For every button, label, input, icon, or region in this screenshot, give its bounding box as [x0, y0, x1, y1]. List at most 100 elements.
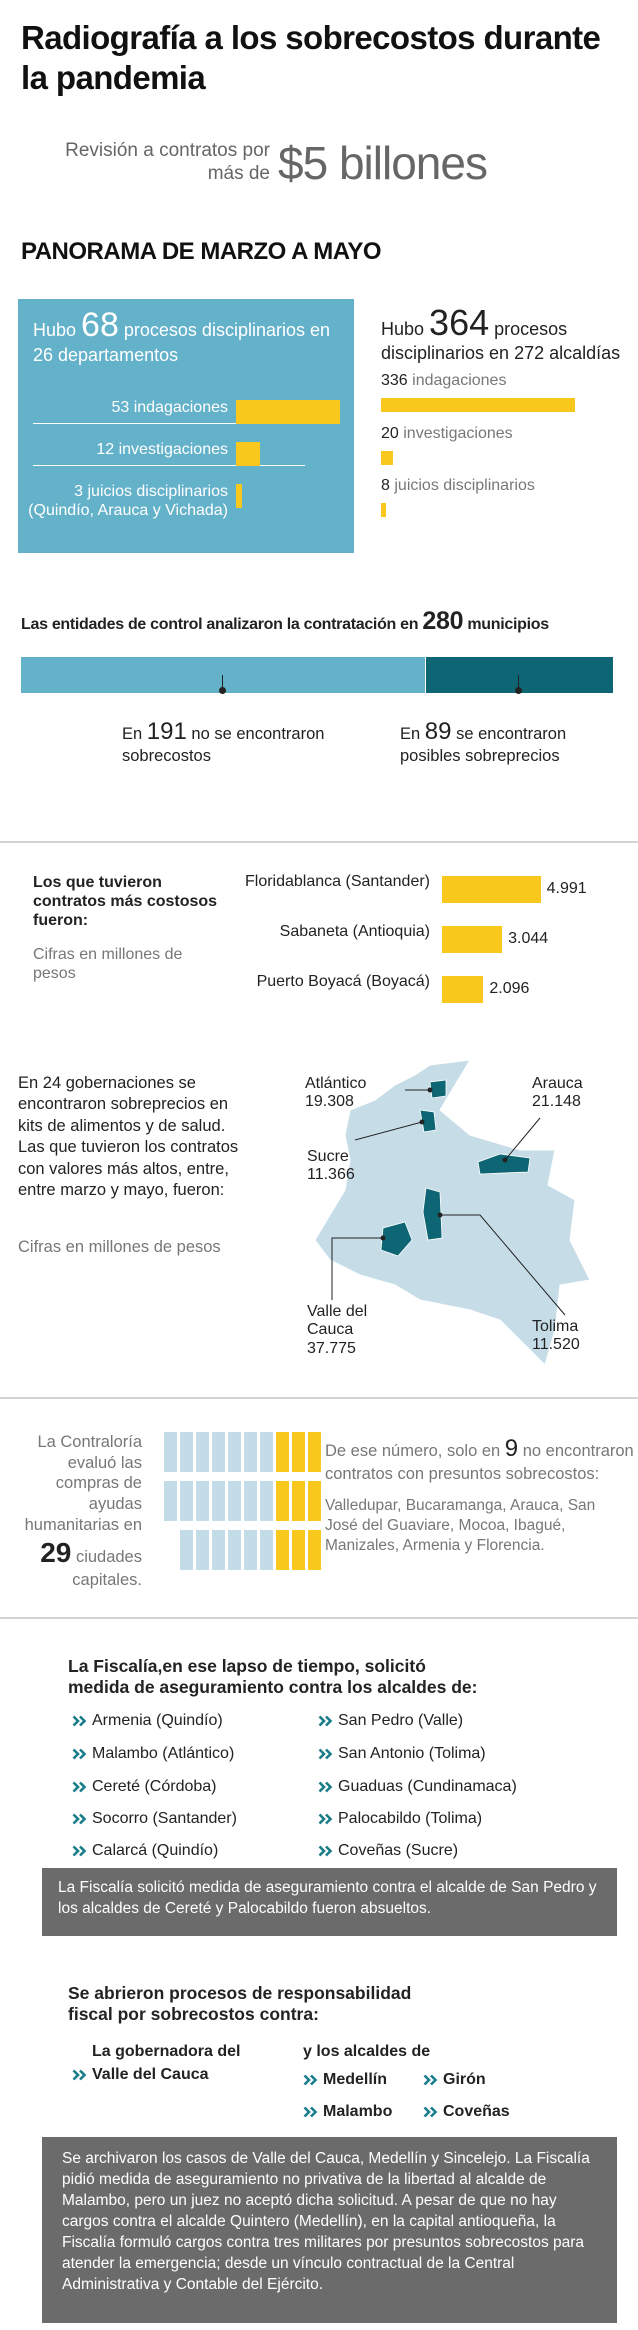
list-item: Cereté (Córdoba)	[72, 1778, 217, 1796]
chevron	[72, 1715, 87, 1727]
chevron-icon	[318, 1715, 333, 1727]
bar	[442, 926, 503, 953]
text: se encontraron posibles sobreprecios	[400, 725, 567, 765]
title: Radiografía a los sobrecostos durante la…	[21, 18, 621, 98]
costosos-title: Los que tuvieron contratos más costosos …	[33, 874, 218, 930]
chevron-icon	[72, 2069, 87, 2081]
chevron-icon	[303, 2106, 318, 2118]
region	[380, 1221, 413, 1257]
bar	[442, 976, 484, 1003]
text: Hubo	[33, 320, 77, 340]
chevron	[303, 2106, 318, 2118]
text: San Antonio (Tolima)	[338, 1745, 486, 1762]
text: Malambo	[323, 2103, 393, 2120]
chevron-icon	[318, 1813, 333, 1825]
list-item: Guaduas (Cundinamaca)	[318, 1778, 517, 1796]
chevron-icon	[318, 1781, 333, 1793]
region-value: 19.308	[305, 1093, 354, 1111]
bar	[442, 876, 541, 903]
text: En	[122, 725, 143, 743]
list-item: Socorro (Santander)	[72, 1810, 237, 1828]
number: 68	[81, 306, 119, 344]
list-item: Malambo	[303, 2103, 392, 2121]
divider	[33, 465, 305, 466]
square	[212, 1481, 225, 1521]
item-label: 3 juicios disciplinarios (Quindío, Arauc…	[20, 482, 228, 520]
text: no se encontraron sobrecostos	[122, 725, 325, 765]
square	[180, 1481, 193, 1521]
text: 336	[381, 372, 408, 389]
country-outline	[314, 1059, 591, 1366]
square	[244, 1530, 257, 1570]
region	[422, 1187, 443, 1241]
bar	[381, 451, 393, 465]
chevron	[72, 2069, 87, 2081]
item-name: Sabaneta (Antioquia)	[279, 923, 430, 940]
text: Cereté (Córdoba)	[92, 1778, 217, 1795]
chevron	[318, 1748, 333, 1760]
square	[228, 1481, 241, 1521]
departamentos-box	[18, 299, 354, 553]
municipios-header: Las entidades de control analizaron la c…	[21, 606, 631, 636]
part-label: En 191 no se encontraron sobrecostos	[122, 718, 332, 767]
region-name: Arauca	[532, 1075, 583, 1092]
bar	[381, 398, 576, 412]
square	[228, 1530, 241, 1570]
divider	[33, 423, 305, 424]
separator	[0, 1617, 638, 1619]
text: procesos disciplinarios en 26 departamen…	[33, 320, 330, 366]
square	[212, 1432, 225, 1472]
region-label: Arauca 21.148	[532, 1075, 632, 1112]
text: Valle del Cauca	[92, 2066, 209, 2083]
square	[196, 1432, 209, 1472]
text: indagaciones	[412, 372, 507, 389]
text: Socorro (Santander)	[92, 1810, 237, 1827]
region	[429, 1079, 447, 1099]
item-name: Puerto Boyacá (Boyacá)	[256, 973, 430, 990]
text: investigaciones	[118, 441, 228, 458]
chevron-icon	[72, 1781, 87, 1793]
region	[419, 1109, 437, 1133]
region-name: Atlántico	[305, 1075, 367, 1092]
chevron	[72, 1748, 87, 1760]
text: procesos disciplinarios en 272 alcaldías	[381, 319, 621, 364]
text: 53	[111, 399, 130, 416]
fiscal-note: Se archivaron los casos de Valle del Cau…	[42, 2137, 617, 2323]
square	[260, 1432, 273, 1472]
leader-dot	[419, 1119, 425, 1125]
text: Hubo	[381, 319, 425, 339]
text: municipios	[467, 616, 549, 633]
leader-line	[331, 1237, 383, 1300]
chevron-icon	[72, 1813, 87, 1825]
list-item: Palocabildo (Tolima)	[318, 1810, 482, 1828]
chevron	[72, 1781, 87, 1793]
leader-dot	[437, 1212, 443, 1218]
number: 280	[422, 607, 464, 635]
chevron-icon	[72, 1845, 87, 1857]
chevron-icon	[423, 2074, 438, 2086]
leader-dot	[515, 687, 523, 694]
text: Calarcá (Quindío)	[92, 1842, 219, 1859]
square	[244, 1481, 257, 1521]
text: Palocabildo (Tolima)	[338, 1810, 483, 1827]
text: investigaciones	[403, 425, 513, 442]
square	[260, 1530, 273, 1570]
item-label: 12 investigaciones	[20, 440, 228, 459]
chevron-icon	[72, 1748, 87, 1760]
list-item: Girón	[423, 2071, 486, 2089]
text: En	[400, 725, 421, 743]
leader-line	[222, 675, 224, 690]
text: Coveñas (Sucre)	[338, 1842, 459, 1859]
region-label: Tolima 11.520	[532, 1318, 632, 1355]
item-label: 336 indagaciones	[381, 372, 631, 390]
chevron	[423, 2074, 438, 2086]
item-label: 53 indagaciones	[20, 398, 228, 417]
square	[276, 1481, 289, 1521]
square	[308, 1530, 321, 1570]
bar	[236, 442, 260, 466]
subtitle-amount: $5 billones	[278, 137, 488, 189]
fiscalia-title: La Fiscalía,en ese lapso de tiempo, soli…	[68, 1656, 478, 1697]
leader-line	[440, 1214, 566, 1316]
text: Guaduas (Cundinamaca)	[338, 1778, 517, 1795]
region-label: Valle del Cauca 37.775	[307, 1303, 402, 1358]
